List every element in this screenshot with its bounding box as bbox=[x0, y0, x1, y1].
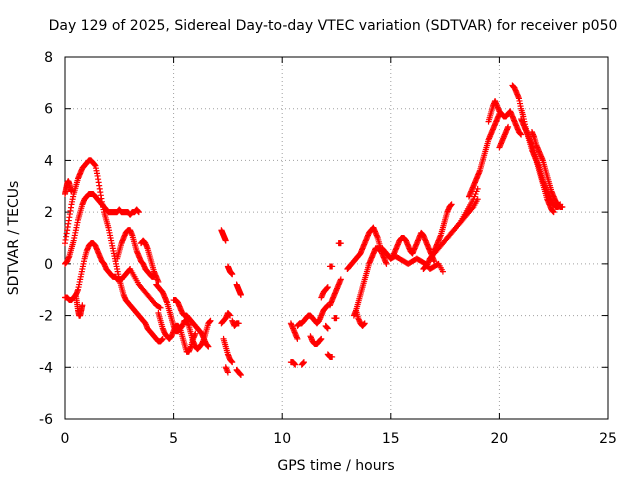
data-point bbox=[79, 302, 86, 309]
data-point bbox=[205, 343, 212, 350]
y-tick-label: -2 bbox=[39, 309, 53, 325]
series-arc28 bbox=[324, 351, 336, 360]
series-arc1 bbox=[62, 157, 166, 345]
y-tick-label: 4 bbox=[44, 153, 53, 169]
series-arc21 bbox=[298, 359, 307, 368]
axis-ticks bbox=[64, 56, 609, 420]
data-point bbox=[559, 203, 566, 210]
series-arc40 bbox=[485, 97, 525, 138]
series-arc44 bbox=[496, 123, 512, 151]
series-arc19 bbox=[287, 320, 301, 342]
grid-lines bbox=[65, 57, 608, 419]
data-point bbox=[156, 304, 163, 311]
y-tick-label: 2 bbox=[44, 205, 53, 221]
series-arc9 bbox=[155, 309, 199, 355]
data-point bbox=[318, 335, 325, 342]
chart-title: Day 129 of 2025, Sidereal Day-to-day VTE… bbox=[49, 18, 618, 34]
series-arc39 bbox=[465, 110, 503, 200]
series-arc26 bbox=[331, 315, 340, 322]
data-point bbox=[192, 330, 199, 337]
y-tick-label: 8 bbox=[44, 50, 53, 66]
series-arc13 bbox=[233, 281, 244, 298]
data-point bbox=[207, 317, 214, 324]
data-point bbox=[222, 237, 229, 244]
x-tick-label: 0 bbox=[61, 431, 70, 447]
series-arc33 bbox=[353, 307, 368, 329]
series-arc25 bbox=[326, 276, 344, 309]
y-tick-label: -4 bbox=[39, 360, 53, 376]
data-point bbox=[550, 209, 557, 216]
data-point bbox=[474, 185, 481, 192]
y-tick-label: 6 bbox=[44, 102, 53, 118]
series-arc17 bbox=[222, 364, 231, 376]
series-arc5 bbox=[72, 291, 86, 319]
plot-frame bbox=[64, 56, 609, 420]
data-point bbox=[329, 353, 336, 360]
x-tick-label: 15 bbox=[382, 431, 400, 447]
series-arc12 bbox=[224, 263, 236, 278]
data-point bbox=[505, 123, 512, 130]
data-point bbox=[431, 258, 438, 265]
data-point bbox=[333, 315, 340, 322]
series-arc4 bbox=[62, 178, 75, 198]
data-point bbox=[337, 240, 344, 247]
data-point bbox=[237, 291, 244, 298]
series-arc42 bbox=[518, 116, 557, 216]
series-arc43 bbox=[528, 128, 566, 210]
data-point bbox=[300, 359, 307, 366]
y-tick-label: -6 bbox=[39, 412, 53, 428]
data-point bbox=[229, 359, 236, 366]
data-point bbox=[135, 209, 142, 216]
data-point bbox=[229, 271, 236, 278]
x-axis-label: GPS time / hours bbox=[277, 458, 394, 474]
series-arc18 bbox=[233, 366, 244, 379]
data-point bbox=[383, 260, 390, 267]
data-point bbox=[518, 131, 525, 138]
data-point bbox=[448, 201, 455, 208]
series-arc14 bbox=[218, 309, 234, 327]
data-point bbox=[68, 188, 75, 195]
series-arc27 bbox=[322, 322, 331, 332]
x-tick-label: 10 bbox=[273, 431, 291, 447]
series-arc10 bbox=[170, 297, 212, 350]
series-arc29 bbox=[335, 240, 344, 247]
series-arc11 bbox=[218, 227, 229, 244]
series-arc30 bbox=[326, 263, 336, 270]
data-point bbox=[235, 320, 242, 327]
x-tick-label: 20 bbox=[490, 431, 508, 447]
data-points bbox=[62, 82, 566, 379]
data-point bbox=[324, 325, 331, 332]
series-arc16 bbox=[220, 335, 236, 366]
series-arc20 bbox=[287, 359, 299, 368]
series-arc23 bbox=[307, 333, 325, 348]
data-point bbox=[456, 220, 463, 227]
data-point bbox=[294, 335, 301, 342]
data-point bbox=[227, 312, 234, 319]
data-point bbox=[469, 205, 476, 212]
data-point bbox=[224, 369, 231, 376]
y-tick-label: 0 bbox=[44, 257, 53, 273]
data-point bbox=[237, 372, 244, 379]
tick-labels: 0 5 10 15 20 25 -6 -4 -2 0 2 4 6 8 bbox=[39, 50, 617, 447]
series-arc22 bbox=[294, 302, 331, 329]
data-point bbox=[337, 276, 344, 283]
data-point bbox=[159, 335, 166, 342]
x-tick-label: 25 bbox=[599, 431, 617, 447]
y-axis-label: SDTVAR / TECUs bbox=[6, 181, 22, 296]
series-arc31 bbox=[344, 224, 390, 273]
x-tick-label: 5 bbox=[169, 431, 178, 447]
data-point bbox=[157, 304, 164, 311]
data-point bbox=[361, 320, 368, 327]
series-arc2 bbox=[62, 191, 142, 267]
series-arc35 bbox=[387, 253, 446, 275]
data-point bbox=[292, 361, 299, 368]
series-arc24 bbox=[318, 284, 331, 301]
series-arc15 bbox=[229, 317, 242, 329]
data-point bbox=[329, 263, 336, 270]
data-point bbox=[439, 268, 446, 275]
series-arc38 bbox=[444, 185, 481, 241]
data-point bbox=[324, 284, 331, 291]
